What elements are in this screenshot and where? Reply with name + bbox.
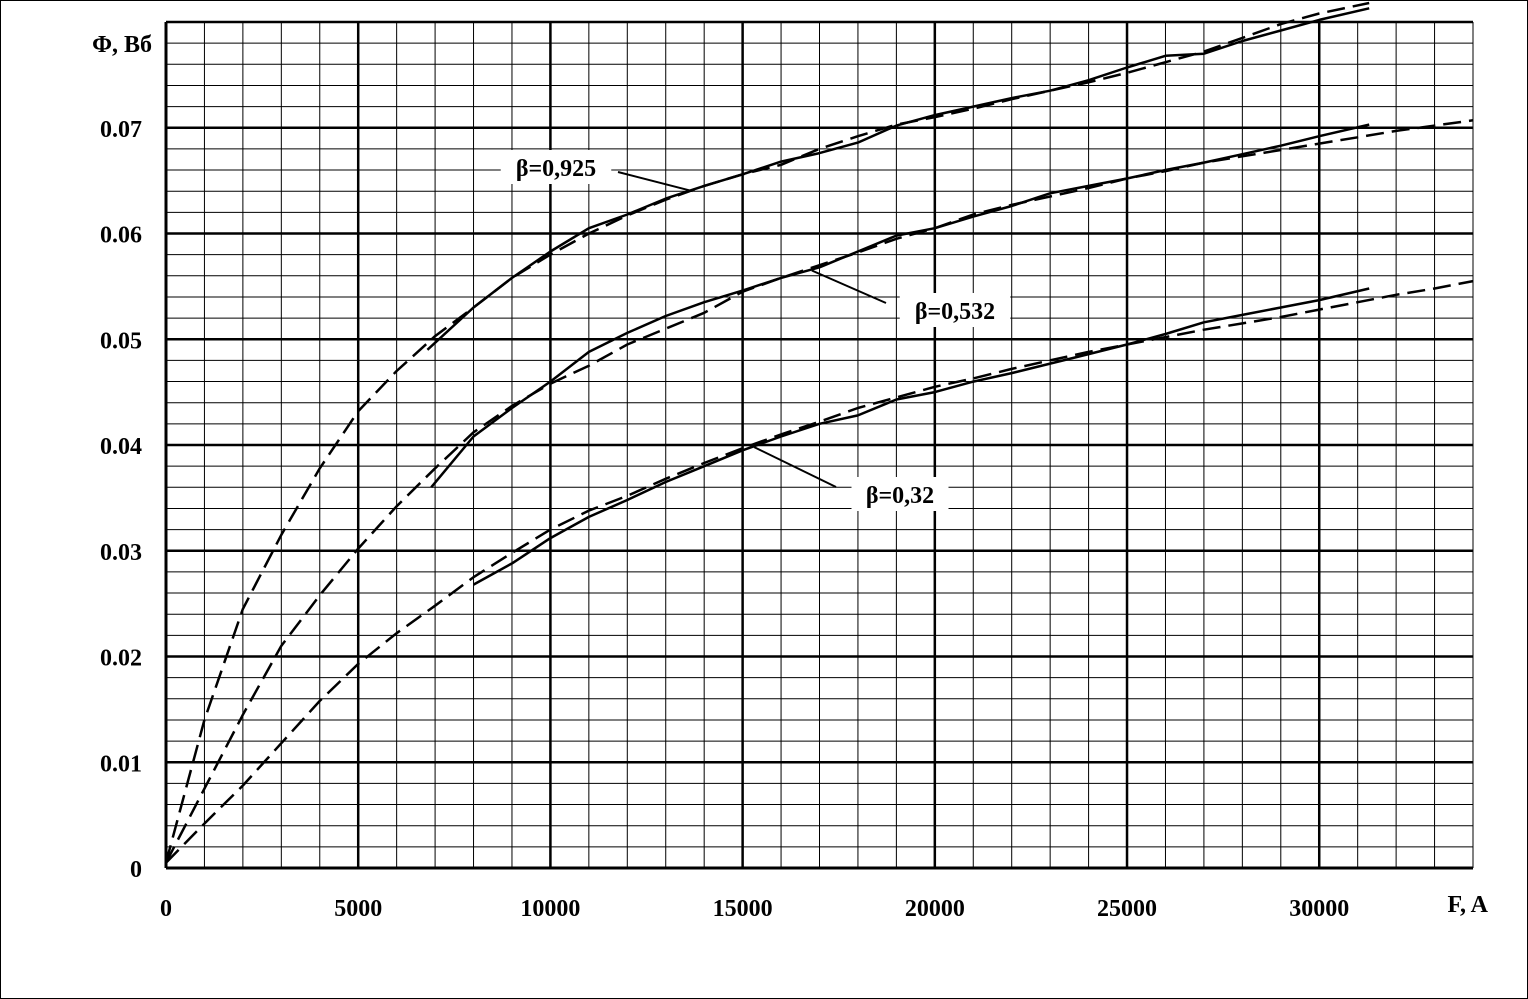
x-tick-label: 0 (160, 896, 172, 922)
annotation-leader (617, 171, 693, 193)
annotation-box (899, 293, 1011, 327)
y-tick-label: 0.02 (100, 646, 142, 672)
y-axis-label: Φ, Вб (92, 32, 152, 58)
y-tick-label: 0.01 (100, 751, 142, 777)
y-tick-label: 0.06 (100, 223, 142, 249)
annotation-label: β=0,925 (516, 156, 596, 182)
series-line-3-approximation (164, 119, 1474, 864)
annotation-label: β=0,32 (866, 483, 934, 509)
series-line-5-approximation (165, 279, 1474, 864)
annotation-leader (753, 446, 837, 488)
series-line-0-measured (426, 7, 1370, 351)
x-tick-label: 30000 (1289, 896, 1349, 922)
annotation-box (851, 477, 949, 511)
annotations-group: β=0,925 β=0,532 β=0,32 (500, 150, 1011, 511)
annotation-leader (811, 269, 887, 304)
y-tick-label: 0.07 (100, 117, 142, 143)
x-tick-label: 25000 (1097, 896, 1157, 922)
series-line-4-measured (472, 287, 1370, 586)
series-line-1-approximation (164, 1, 1370, 864)
x-tick-label: 15000 (713, 896, 773, 922)
major-grid (164, 20, 1473, 870)
y-tick-label: 0.05 (100, 328, 142, 354)
y-tick-label: 0.04 (100, 434, 142, 460)
tick-labels: 0 5000 10000 15000 20000 25000 30000 0 0.01 0.02 0… (100, 117, 1349, 922)
annotation-label: β=0,532 (915, 299, 995, 325)
series-group (164, 1, 1474, 864)
y-tick-label: 0.03 (100, 540, 142, 566)
x-tick-label: 10000 (520, 896, 580, 922)
x-axis-label: F, A (1448, 892, 1489, 918)
y-tick-label: 0 (130, 857, 142, 883)
x-tick-label: 5000 (334, 896, 382, 922)
annotation-box (500, 150, 612, 184)
x-tick-label: 20000 (905, 896, 965, 922)
